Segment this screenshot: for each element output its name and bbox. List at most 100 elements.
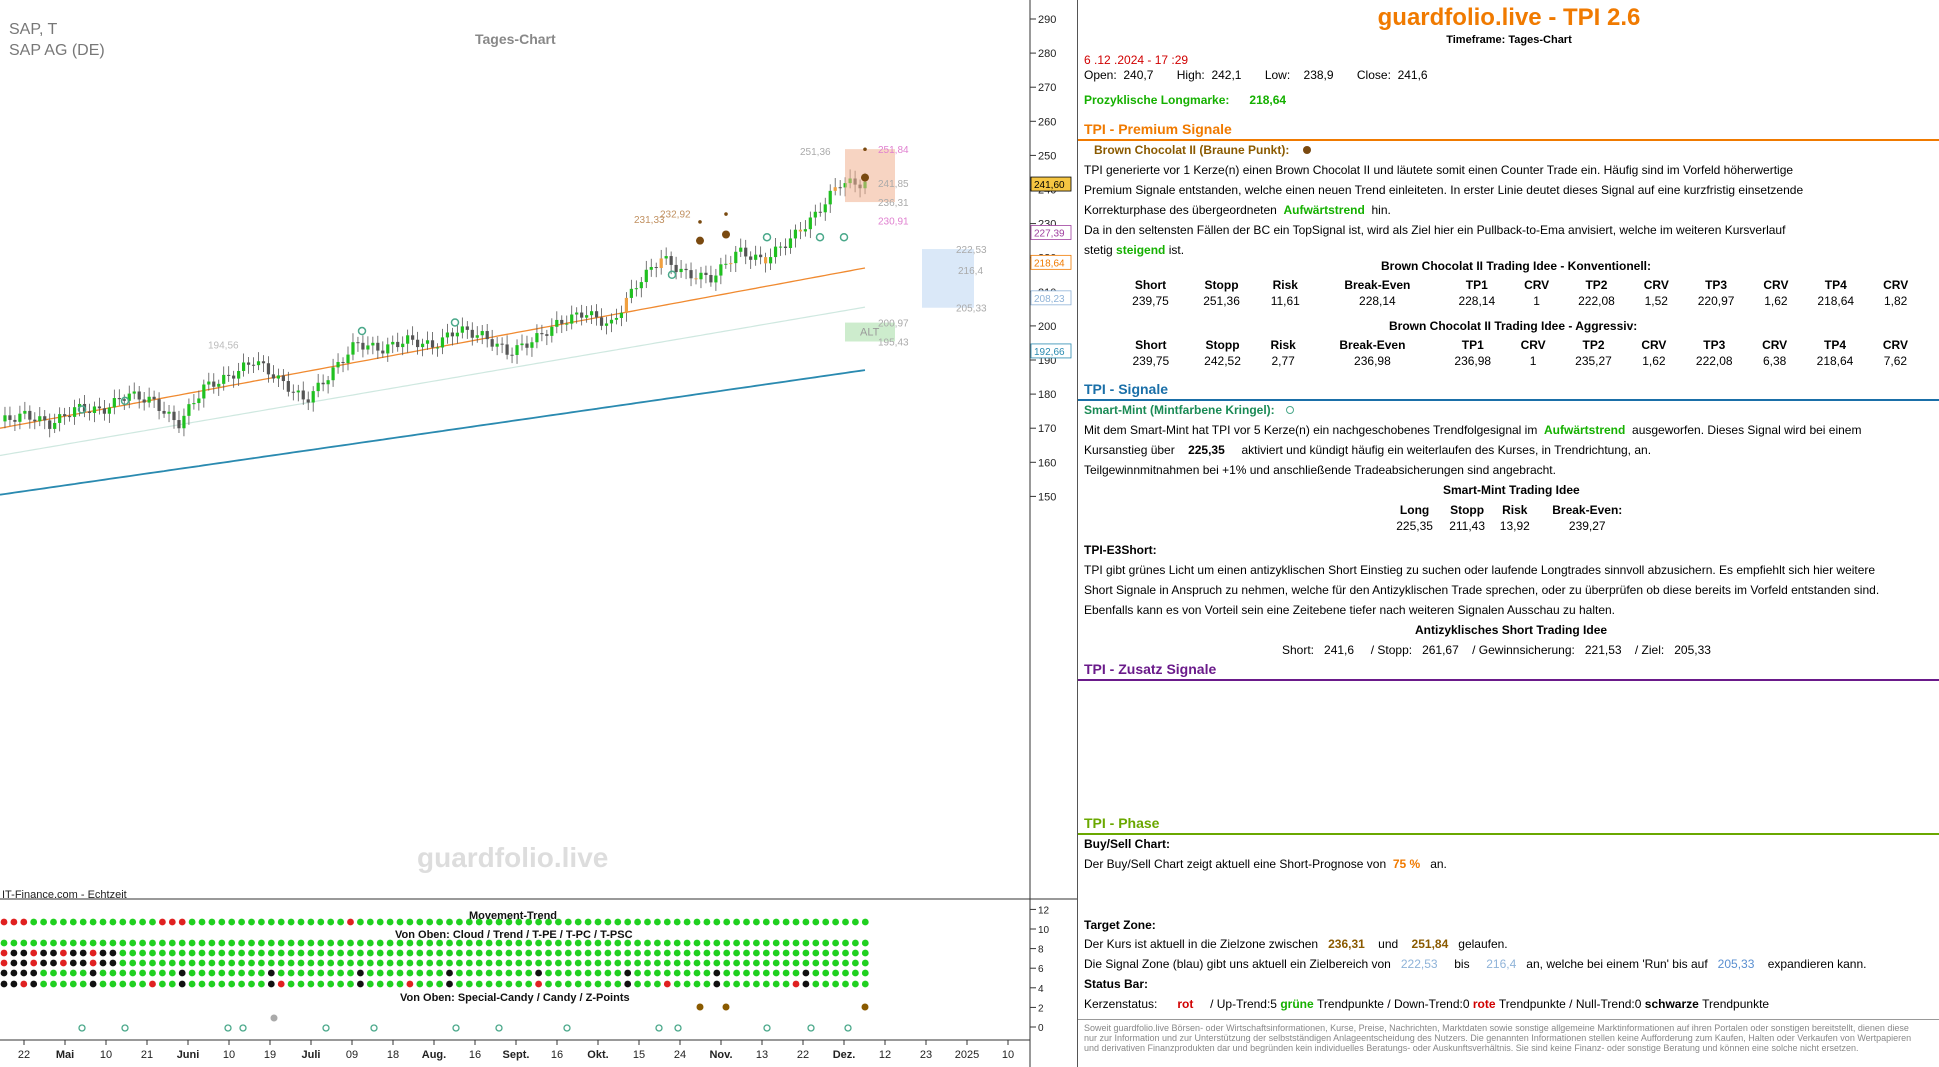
movement-trend-dot (40, 949, 47, 957)
movement-trend-dot (505, 939, 513, 947)
movement-trend-dot (802, 980, 810, 988)
movement-trend-dot (218, 980, 226, 988)
movement-trend-dot (861, 918, 869, 926)
x-tick-label: 2025 (955, 1049, 979, 1061)
y-tick-label: 290 (1038, 14, 1056, 26)
movement-trend-dot (307, 969, 315, 977)
level-label: 236,31 (878, 198, 909, 209)
table-cell: Short (1135, 338, 1167, 352)
movement-trend-dot (654, 980, 661, 988)
movement-trend-dot (10, 918, 18, 926)
movement-trend-dot (733, 959, 740, 967)
movement-trend-dot (574, 918, 582, 926)
movement-trend-dot (50, 969, 57, 977)
movement-trend-dot (663, 980, 671, 988)
premium-section-title: TPI - Premium Signale (1084, 121, 1232, 137)
table-cell: 236,98 (1354, 354, 1391, 368)
movement-trend-dot (327, 939, 335, 947)
anti-short-title: Antizyklisches Short Trading Idee (1415, 623, 1608, 637)
movement-trend-dot (10, 939, 18, 947)
movement-trend-dot (762, 969, 770, 977)
movement-trend-dot (129, 969, 137, 977)
movement-trend-dot (129, 918, 137, 926)
signal-zone-box (922, 249, 974, 308)
candle-body (406, 335, 410, 344)
movement-trend-dot (713, 980, 721, 988)
movement-trend-dot (564, 959, 572, 967)
smart-mint-idea-title: Smart-Mint Trading Idee (1443, 483, 1580, 497)
table-cell: 239,75 (1132, 294, 1169, 308)
movement-trend-dot (347, 949, 354, 957)
candle-body (654, 267, 658, 269)
movement-trend-dot (456, 969, 463, 977)
movement-trend-dot (525, 949, 533, 957)
movement-trend-dot (673, 980, 681, 988)
candle-body (530, 342, 534, 348)
movement-trend-dot (782, 959, 790, 967)
candle-body (68, 416, 72, 418)
smart-mint-idea-table: Long Stopp Risk Break-Even: 225,35 211,43 13,9… (1388, 502, 1638, 534)
movement-trend-dot (574, 980, 582, 988)
movement-trend-dot (149, 959, 156, 967)
movement-trend-dot (604, 918, 612, 926)
signal-dot-small (724, 212, 728, 216)
candle-body (684, 268, 688, 271)
movement-trend-dot (525, 969, 533, 977)
movement-trend-dot (178, 959, 186, 967)
movement-trend-dot (456, 959, 463, 967)
movement-trend-dot (396, 939, 404, 947)
movement-trend-dot (386, 959, 394, 967)
candle-body (177, 420, 181, 429)
candle-body (401, 343, 405, 348)
movement-trend-dot (802, 959, 810, 967)
movement-trend-dot (238, 980, 246, 988)
premium-divider (1078, 139, 1939, 141)
movement-trend-dot (60, 949, 67, 957)
movement-trend-dot (248, 969, 255, 977)
table-cell: 228,14 (1458, 294, 1496, 308)
z-point-ring (322, 1024, 330, 1032)
movement-trend-dot (703, 918, 711, 926)
candle-body (604, 323, 609, 326)
movement-trend-dot (248, 918, 255, 926)
movement-trend-dot (604, 959, 612, 967)
movement-trend-dot (644, 980, 651, 988)
price-badge (1030, 290, 1072, 306)
chart-pane[interactable]: 2902802702602502402302202102001901801701… (0, 0, 1077, 1067)
price-chart-svg[interactable]: 2902802702602502402302202102001901801701… (0, 0, 1077, 1067)
candle-body (33, 419, 37, 422)
table-cell: TP2 (1582, 338, 1605, 352)
z-point-ring (763, 1024, 771, 1032)
candle-body (271, 374, 276, 379)
table-cell: 1,52 (1644, 294, 1668, 308)
movement-trend-dot (436, 959, 443, 967)
candle-body (291, 391, 295, 393)
movement-trend-dot (644, 939, 651, 947)
movement-trend-dot (178, 969, 186, 977)
candle-body (182, 415, 186, 429)
y-tick-label: 150 (1038, 491, 1056, 503)
movement-trend-dot (277, 959, 285, 967)
movement-trend-dot (317, 980, 325, 988)
movement-trend-dot (465, 969, 473, 977)
movement-trend-dot (594, 918, 602, 926)
special-candy-dot (722, 1003, 730, 1011)
movement-trend-dot (287, 969, 295, 977)
movement-trend-dot (149, 969, 156, 977)
report-timeframe: Timeframe: Tages-Chart (1446, 34, 1572, 46)
movement-trend-dot (79, 918, 87, 926)
report-title: guardfolio.live - TPI 2.6 (1377, 4, 1641, 31)
movement-trend-dot (396, 980, 404, 988)
candle-body (694, 278, 698, 280)
candle-body (435, 347, 440, 349)
movement-trend-dot (188, 959, 196, 967)
candle-body (391, 341, 395, 345)
candle-body (838, 187, 842, 189)
candle-body (366, 345, 370, 350)
movement-trend-dot (723, 918, 731, 926)
movement-trend-dot (436, 969, 443, 977)
candle-body (664, 256, 668, 259)
movement-trend-dot (366, 918, 374, 926)
signale-section-title: TPI - Signale (1084, 381, 1169, 397)
movement-trend-dot (812, 918, 820, 926)
